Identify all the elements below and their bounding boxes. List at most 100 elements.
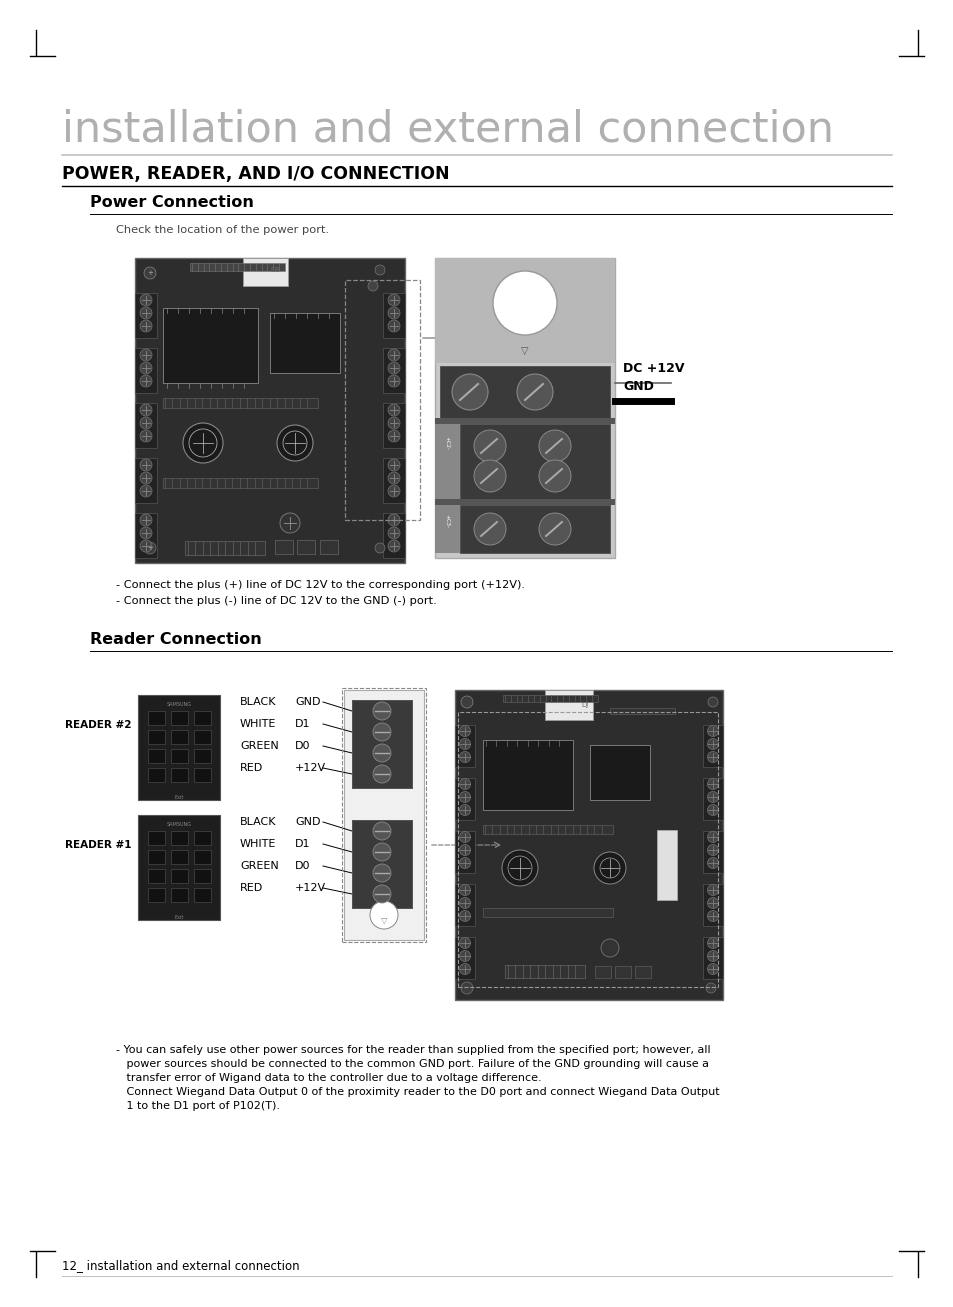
- Circle shape: [459, 937, 470, 949]
- Text: DJ: DJ: [580, 702, 588, 708]
- Circle shape: [705, 983, 716, 993]
- Bar: [135, 403, 157, 448]
- Text: D1: D1: [294, 719, 310, 729]
- Circle shape: [140, 472, 152, 484]
- Circle shape: [388, 527, 399, 538]
- Text: POWER, READER, AND I/O CONNECTION: POWER, READER, AND I/O CONNECTION: [62, 165, 449, 183]
- Bar: [482, 908, 613, 918]
- Text: Connect Wiegand Data Output 0 of the proximity reader to the D0 port and connect: Connect Wiegand Data Output 0 of the pro…: [116, 1087, 719, 1097]
- Circle shape: [459, 725, 470, 737]
- Circle shape: [373, 885, 391, 903]
- Circle shape: [388, 294, 399, 306]
- Circle shape: [373, 765, 391, 783]
- Bar: [615, 966, 630, 978]
- Circle shape: [459, 752, 470, 762]
- Text: Exit: Exit: [174, 795, 184, 800]
- Circle shape: [373, 822, 391, 840]
- Text: ▽: ▽: [380, 915, 387, 924]
- Bar: [148, 731, 165, 744]
- Text: Power Connection: Power Connection: [90, 195, 253, 210]
- Bar: [171, 869, 188, 884]
- Bar: [455, 937, 475, 979]
- Circle shape: [373, 744, 391, 762]
- Bar: [482, 740, 573, 810]
- Bar: [544, 690, 593, 720]
- Bar: [270, 312, 339, 372]
- Circle shape: [707, 963, 718, 975]
- Text: GREEN: GREEN: [240, 741, 278, 752]
- Bar: [190, 263, 285, 271]
- Text: BLACK: BLACK: [240, 697, 276, 707]
- Circle shape: [388, 320, 399, 332]
- Text: transfer error of Wigand data to the controller due to a voltage difference.: transfer error of Wigand data to the con…: [116, 1073, 541, 1084]
- Circle shape: [140, 459, 152, 471]
- Bar: [435, 257, 615, 363]
- Bar: [435, 499, 615, 505]
- Bar: [148, 769, 165, 782]
- Circle shape: [459, 911, 470, 921]
- Bar: [502, 695, 598, 702]
- Bar: [163, 308, 257, 383]
- Circle shape: [373, 723, 391, 741]
- Circle shape: [140, 320, 152, 332]
- Text: Exit: Exit: [174, 915, 184, 920]
- Bar: [135, 293, 157, 339]
- Bar: [171, 731, 188, 744]
- Text: +12V: +12V: [294, 763, 326, 772]
- Circle shape: [140, 514, 152, 525]
- Circle shape: [140, 307, 152, 319]
- Bar: [171, 887, 188, 902]
- Circle shape: [594, 852, 625, 884]
- Bar: [296, 540, 314, 554]
- Circle shape: [388, 514, 399, 525]
- Bar: [382, 457, 405, 503]
- Text: installation and external connection: installation and external connection: [62, 108, 833, 150]
- Text: 12_ installation and external connection: 12_ installation and external connection: [62, 1259, 299, 1272]
- Bar: [352, 819, 412, 908]
- Bar: [589, 745, 649, 800]
- Bar: [135, 514, 157, 558]
- Circle shape: [459, 844, 470, 856]
- Circle shape: [373, 843, 391, 861]
- Circle shape: [460, 697, 473, 708]
- Circle shape: [373, 723, 391, 741]
- Text: DB: DB: [270, 267, 280, 273]
- Text: +C3-: +C3-: [444, 514, 449, 528]
- Circle shape: [493, 271, 557, 335]
- Circle shape: [373, 702, 391, 720]
- Text: WHITE: WHITE: [240, 839, 276, 850]
- Text: +12V: +12V: [294, 884, 326, 893]
- Text: D0: D0: [294, 741, 310, 752]
- Circle shape: [388, 540, 399, 552]
- Circle shape: [388, 472, 399, 484]
- Circle shape: [707, 779, 718, 789]
- Bar: [243, 257, 288, 286]
- Circle shape: [140, 540, 152, 552]
- Bar: [148, 850, 165, 864]
- Circle shape: [140, 404, 152, 416]
- Bar: [382, 514, 405, 558]
- Circle shape: [276, 425, 313, 461]
- Bar: [435, 257, 615, 558]
- Circle shape: [707, 831, 718, 843]
- Bar: [702, 831, 722, 873]
- Circle shape: [373, 765, 391, 783]
- Text: WHITE: WHITE: [240, 719, 276, 729]
- Circle shape: [388, 430, 399, 442]
- Text: RED: RED: [240, 884, 263, 893]
- Circle shape: [144, 267, 156, 278]
- Circle shape: [140, 417, 152, 429]
- Bar: [435, 423, 459, 499]
- Bar: [163, 399, 317, 408]
- Text: +: +: [147, 545, 152, 552]
- Circle shape: [459, 950, 470, 962]
- Circle shape: [140, 375, 152, 387]
- Bar: [439, 366, 609, 418]
- Circle shape: [373, 864, 391, 882]
- Bar: [135, 348, 157, 393]
- Text: GND: GND: [294, 817, 320, 827]
- Circle shape: [459, 805, 470, 816]
- Bar: [171, 831, 188, 846]
- Circle shape: [388, 485, 399, 497]
- Text: READER #1: READER #1: [65, 840, 132, 850]
